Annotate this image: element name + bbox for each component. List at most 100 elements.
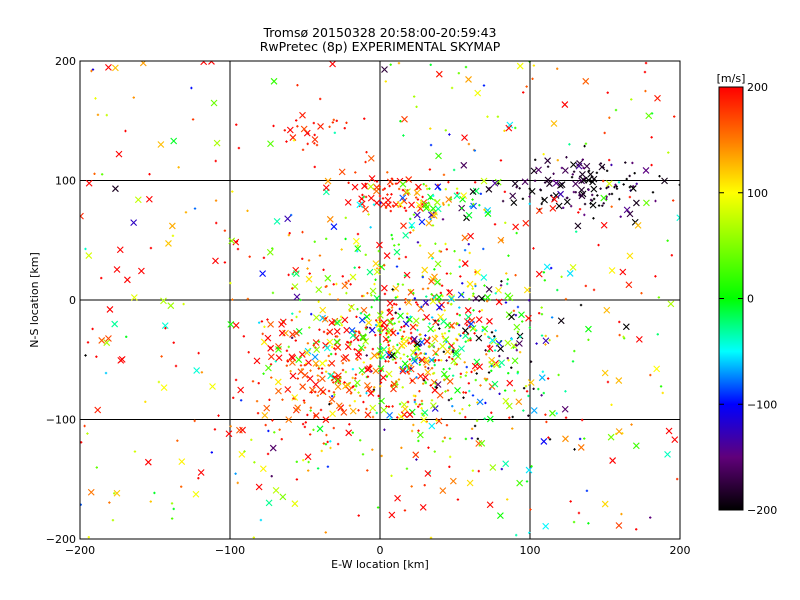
data-point-plus	[464, 437, 468, 441]
data-point-plus	[369, 363, 372, 367]
data-point-plus	[418, 363, 422, 366]
data-point-plus	[366, 292, 369, 295]
data-point-x	[513, 323, 521, 331]
data-point-plus	[246, 297, 250, 301]
data-point-plus	[528, 531, 531, 534]
data-point-x	[401, 115, 408, 123]
data-point-x	[423, 313, 431, 321]
data-point-plus	[456, 498, 460, 501]
data-point-plus	[105, 113, 108, 117]
data-point-plus	[592, 288, 596, 292]
data-point-x	[267, 140, 274, 148]
data-point-x	[265, 499, 273, 507]
data-point-plus	[401, 367, 404, 370]
data-point-plus	[296, 377, 299, 380]
data-point-plus	[467, 382, 471, 385]
data-point-plus	[487, 371, 491, 374]
data-point-plus	[369, 357, 372, 360]
data-point-plus	[354, 333, 357, 336]
data-point-plus	[481, 328, 484, 332]
data-point-plus	[463, 361, 466, 364]
data-point-plus	[375, 411, 378, 415]
data-point-plus	[431, 257, 434, 260]
data-point-plus	[424, 380, 427, 384]
data-point-plus	[309, 409, 312, 412]
data-point-plus	[250, 438, 253, 441]
data-point-plus	[397, 378, 401, 381]
data-point-plus	[84, 247, 87, 251]
data-point-plus	[327, 363, 330, 367]
data-point-x	[413, 211, 421, 219]
data-point-plus	[528, 202, 531, 205]
data-point-x	[402, 231, 410, 239]
data-point-plus	[348, 309, 352, 313]
data-point-plus	[488, 344, 491, 348]
data-point-x	[340, 408, 348, 416]
data-point-x	[590, 185, 598, 193]
data-point-plus	[289, 213, 293, 217]
data-point-plus	[591, 193, 594, 197]
data-point-plus	[603, 131, 606, 135]
data-point-plus	[348, 423, 351, 426]
data-point-plus	[418, 244, 422, 247]
data-point-x	[284, 386, 292, 393]
data-point-plus	[242, 335, 246, 338]
data-point-plus	[313, 414, 316, 418]
data-point-plus	[170, 517, 174, 520]
data-point-x	[474, 89, 482, 97]
data-point-x	[412, 317, 420, 325]
data-point-plus	[450, 397, 453, 400]
data-point-plus	[472, 292, 475, 295]
y-tick-label: 0	[69, 294, 76, 307]
data-point-plus	[387, 405, 391, 408]
data-point-x	[392, 285, 400, 292]
data-point-x	[432, 349, 439, 357]
data-point-plus	[628, 185, 631, 189]
data-point-plus	[483, 377, 487, 380]
data-point-x	[368, 326, 376, 334]
data-point-plus	[344, 237, 347, 241]
data-point-x	[345, 386, 353, 394]
data-point-plus	[547, 436, 550, 439]
data-point-x	[329, 410, 336, 418]
data-point-plus	[402, 353, 406, 356]
data-point-plus	[369, 226, 372, 229]
data-point-plus	[425, 187, 429, 191]
data-point-plus	[532, 387, 535, 391]
data-point-plus	[418, 333, 422, 336]
y-tick-label: −100	[46, 414, 76, 427]
data-point-x	[486, 501, 494, 509]
data-point-plus	[261, 332, 264, 336]
data-point-plus	[605, 195, 608, 199]
data-point-x	[489, 464, 497, 471]
data-point-x	[411, 335, 418, 343]
data-point-plus	[380, 325, 384, 328]
data-point-x	[333, 328, 341, 335]
data-point-plus	[298, 310, 301, 313]
data-point-plus	[193, 419, 196, 423]
data-point-plus	[429, 143, 433, 147]
data-point-x	[160, 297, 167, 305]
data-point-plus	[378, 185, 381, 188]
data-point-plus	[613, 185, 616, 189]
data-point-plus	[94, 97, 97, 100]
data-point-plus	[516, 330, 520, 334]
data-point-plus	[587, 188, 590, 192]
data-point-plus	[415, 187, 419, 190]
data-point-plus	[324, 370, 328, 373]
data-point-plus	[303, 425, 307, 429]
data-point-plus	[560, 275, 563, 279]
data-point-plus	[308, 348, 311, 351]
data-point-plus	[482, 247, 485, 251]
data-point-plus	[329, 440, 332, 443]
data-point-plus	[471, 294, 475, 298]
data-point-plus	[397, 187, 401, 191]
data-point-plus	[525, 85, 528, 88]
data-point-plus	[153, 491, 156, 495]
data-point-x	[433, 198, 441, 206]
data-point-plus	[470, 370, 473, 374]
data-point-x	[85, 252, 93, 259]
data-point-plus	[410, 379, 414, 382]
data-point-x	[460, 192, 468, 200]
data-point-x	[632, 442, 640, 450]
